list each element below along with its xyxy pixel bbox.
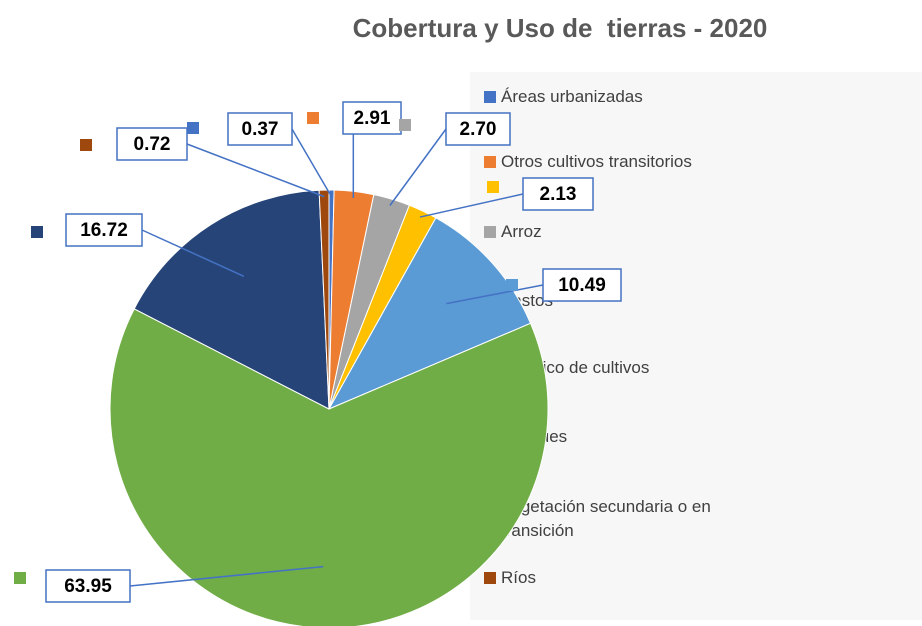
label-key [506, 279, 518, 291]
leader-line [419, 193, 524, 218]
label-box [65, 213, 143, 247]
label-key [399, 119, 411, 131]
label-box [522, 177, 594, 211]
data-label: 10.49 [558, 275, 606, 296]
chart-title: Cobertura y Uso de tierras - 2020 [353, 13, 768, 43]
pie-slice [327, 217, 532, 411]
data-label: 0.72 [134, 134, 171, 155]
legend-label: Vegetación secundaria o en transición [501, 497, 711, 540]
label-key [31, 226, 43, 238]
legend-item: Arroz [484, 220, 542, 244]
pie-slice [133, 189, 330, 410]
pie-slice [109, 308, 549, 626]
label-box [116, 127, 188, 161]
label-box [45, 569, 131, 603]
legend-label: Ríos [501, 568, 536, 587]
label-key [187, 122, 199, 134]
legend-item: Otros cultivos transitorios [484, 150, 692, 174]
legend: Áreas urbanizadas Otros cultivos transito… [470, 72, 922, 620]
label-key [14, 572, 26, 584]
data-label: 2.13 [540, 184, 577, 205]
label-key [80, 139, 92, 151]
legend-item: Ríos [484, 566, 536, 590]
data-label: 2.91 [354, 108, 391, 129]
legend-key [484, 91, 496, 103]
label-box [342, 101, 402, 135]
leader-line [186, 143, 325, 198]
label-box [227, 112, 293, 146]
leader-line [446, 284, 544, 305]
leader-line [291, 128, 333, 197]
legend-label: Otros cultivos transitorios [501, 152, 692, 171]
label-key [487, 181, 499, 193]
leader-line [141, 229, 245, 277]
legend-key [484, 572, 496, 584]
label-box [542, 268, 622, 302]
legend-key [484, 156, 496, 168]
data-label: 2.70 [460, 119, 497, 140]
pie-slice [318, 189, 330, 410]
data-label: 0.37 [242, 119, 279, 140]
legend-label: Arroz [501, 222, 542, 241]
leader-line [389, 128, 447, 206]
legend-item: Áreas urbanizadas [484, 85, 643, 109]
legend-label: Áreas urbanizadas [501, 87, 643, 106]
label-box [445, 112, 511, 146]
data-label: 16.72 [80, 220, 128, 241]
leader-line [129, 565, 324, 587]
legend-key [484, 226, 496, 238]
label-key [307, 112, 319, 124]
data-label: 63.95 [64, 576, 112, 597]
